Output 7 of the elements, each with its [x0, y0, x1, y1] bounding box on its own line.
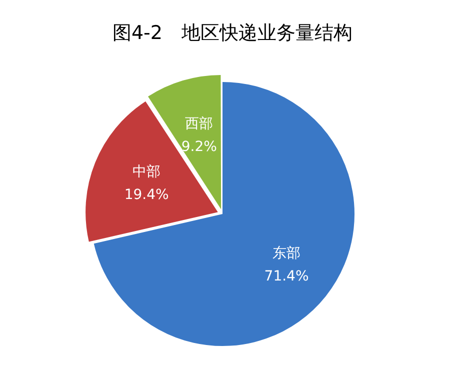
slice-label: 东部 — [272, 246, 301, 262]
chart-title: 图4-2 地区快递业务量结构 — [111, 21, 354, 46]
slice-label: 西部 — [185, 116, 214, 132]
slice-label: 中部 — [132, 164, 161, 180]
data-label: 71.4% — [264, 268, 309, 285]
data-label: 9.2% — [181, 139, 217, 156]
data-label: 19.4% — [124, 187, 169, 204]
